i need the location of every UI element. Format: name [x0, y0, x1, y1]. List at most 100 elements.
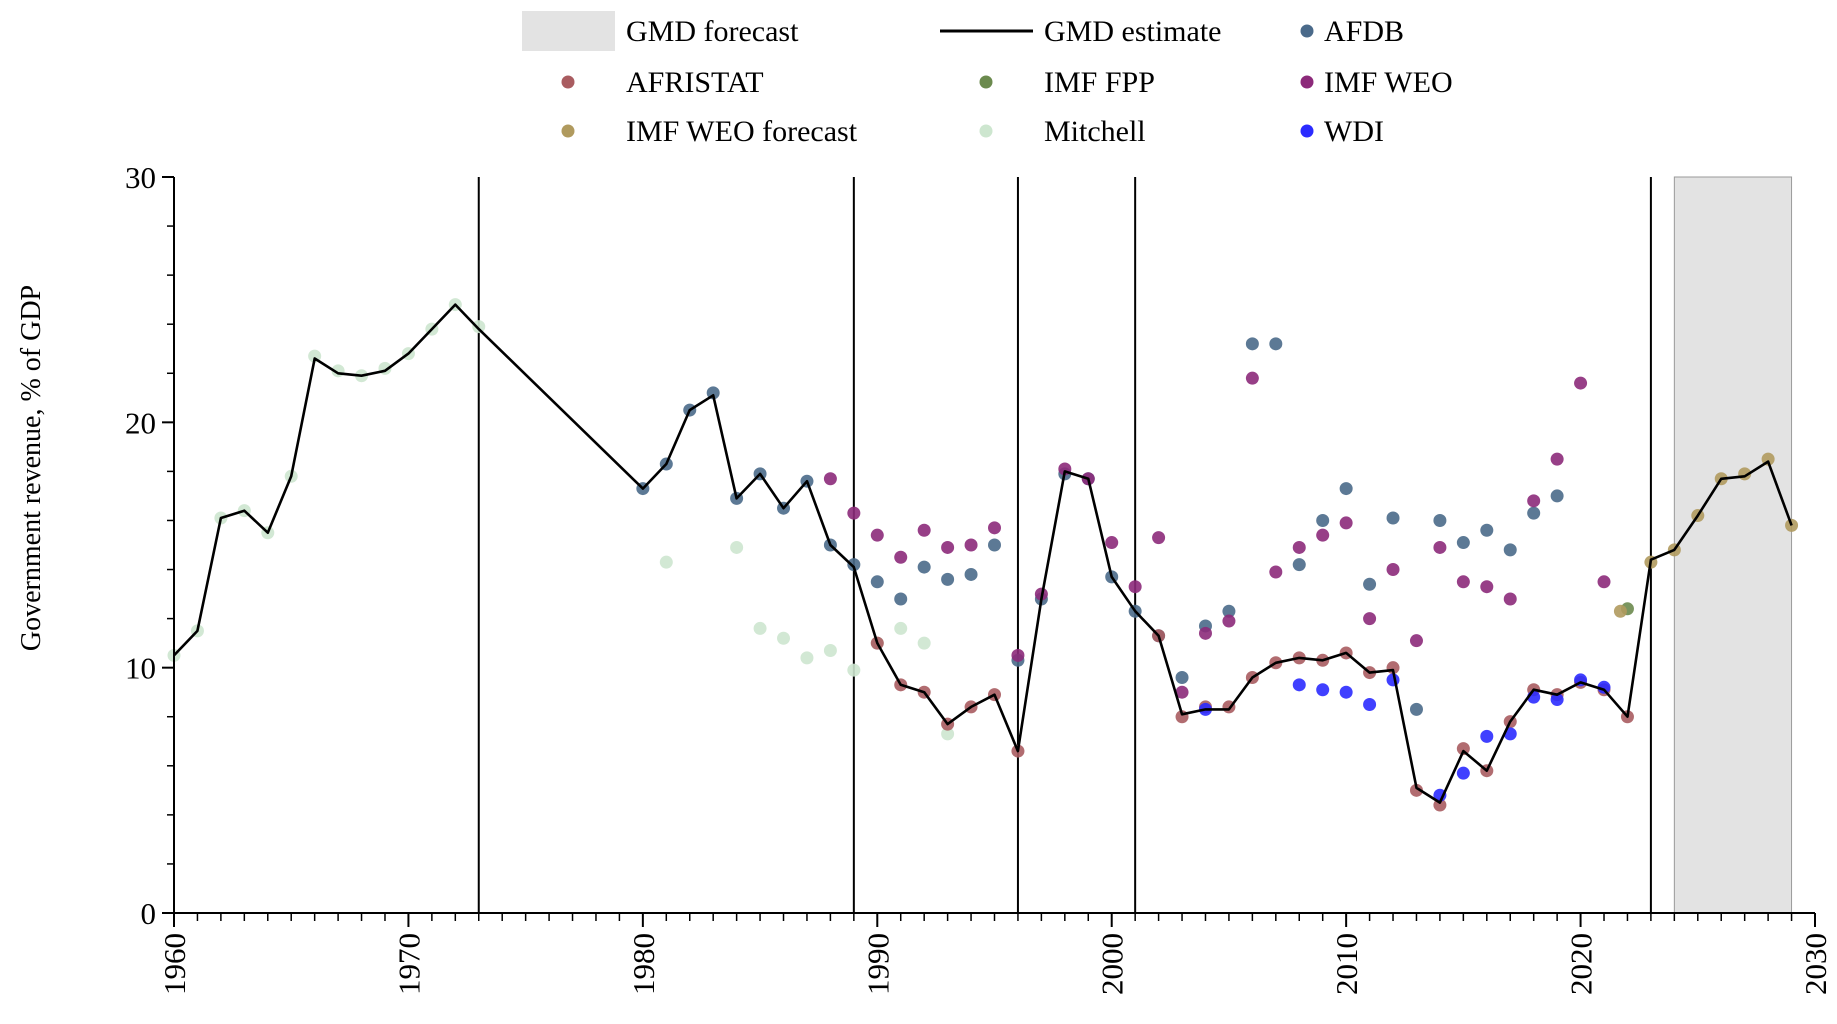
legend-label-estimate: GMD estimate [1044, 15, 1221, 48]
y-tick-label: 0 [141, 896, 157, 931]
afdb-point [941, 572, 955, 586]
afdb-point [917, 560, 931, 574]
imf-weo-point [1222, 614, 1236, 628]
mitchell-point [917, 636, 931, 650]
y-tick-label: 30 [125, 160, 156, 195]
afdb-point [1550, 489, 1564, 503]
legend-label-forecast-band: GMD forecast [626, 15, 799, 48]
imf-weo-point [1456, 575, 1470, 589]
mitchell-point [753, 621, 767, 635]
imf-weo-point [988, 521, 1001, 535]
x-tick-label: 1980 [626, 933, 661, 995]
legend-label-imf-weo: IMF WEO [1324, 66, 1453, 99]
afdb-point [1339, 482, 1353, 496]
imf-weo-point [1550, 452, 1564, 466]
imf-weo-point [1292, 540, 1306, 554]
points-layer [167, 298, 1799, 812]
legend-swatch-afristat [561, 75, 575, 89]
wdi-point [1456, 766, 1470, 780]
wdi-point [1480, 729, 1494, 743]
mitchell-point [777, 631, 791, 645]
legend-swatch-imf-weo [1300, 75, 1314, 89]
afdb-point [1503, 543, 1517, 557]
imf-weo-point [1245, 371, 1259, 385]
afdb-point [1175, 670, 1189, 684]
estimate-line-layer [173, 303, 1793, 804]
wdi-point [1363, 697, 1377, 711]
mitchell-point [894, 621, 908, 635]
gmd-estimate-line [173, 303, 1793, 804]
y-axis-label: Government revenue, % of GDP [16, 285, 47, 651]
afdb-point [964, 567, 978, 581]
afristat-point [1409, 783, 1423, 797]
afristat-point [1456, 742, 1470, 756]
x-tick-label: 1960 [157, 933, 192, 995]
forecast-band-layer [1673, 176, 1793, 914]
afdb-point [1292, 558, 1306, 572]
imf-weo-point [1152, 531, 1166, 545]
mitchell-point [730, 540, 744, 554]
afdb-point [988, 538, 1001, 552]
afdb-point [1433, 513, 1447, 527]
imf-weo-point [1339, 516, 1353, 530]
imf-weo-point [964, 538, 978, 552]
wdi-point [1292, 678, 1306, 692]
imf-weo-point [1316, 528, 1330, 542]
imf-weo-point [1128, 580, 1142, 594]
afdb-point [1527, 506, 1541, 520]
imf-weo-point [894, 550, 908, 564]
legend-swatch-imf-weo-forecast [561, 124, 575, 138]
x-tick-label: 1990 [860, 933, 895, 995]
afdb-point [894, 592, 908, 606]
afdb-point [1386, 511, 1400, 525]
legend-swatch-mitchell [979, 124, 993, 138]
legend-label-mitchell: Mitchell [1044, 115, 1146, 148]
imf-weo-point [870, 528, 884, 542]
forecast-band [1673, 176, 1793, 914]
legend: GMD forecast GMD estimate AFDB AFRISTAT IMF … [522, 11, 1453, 148]
wdi-point [1550, 693, 1564, 707]
afdb-point [1269, 337, 1283, 351]
imf-weo-point [1105, 536, 1119, 550]
imf-weo-point [1011, 648, 1025, 662]
mitchell-point [941, 727, 955, 741]
mitchell-point [472, 320, 486, 334]
imf-weo-point [1433, 540, 1447, 554]
imf-weo-point [1363, 612, 1377, 626]
afdb-point [870, 575, 884, 589]
afdb-point [1363, 577, 1377, 591]
imf-weo-point [1597, 575, 1611, 589]
imf-weo-point [1269, 565, 1283, 579]
afdb-point [1409, 702, 1423, 716]
imf-weo-point [941, 540, 955, 554]
mitchell-point [659, 555, 673, 569]
legend-swatch-wdi [1300, 124, 1314, 138]
y-tick-label: 20 [125, 405, 156, 440]
legend-label-afdb: AFDB [1324, 15, 1404, 48]
wdi-point [1316, 683, 1330, 697]
mitchell-point [847, 663, 861, 677]
x-tick-label: 2010 [1329, 933, 1364, 995]
imf-weo-point [1480, 580, 1494, 594]
imf-weo-point [1527, 494, 1541, 508]
imf-weo-point [1503, 592, 1517, 606]
afdb-point [847, 558, 861, 572]
imf-weo-point [847, 506, 861, 520]
x-tick-label: 2020 [1564, 933, 1599, 995]
afdb-point [1480, 523, 1494, 537]
legend-label-imf-weo-forecast: IMF WEO forecast [626, 115, 858, 148]
wdi-point [1339, 685, 1353, 699]
mitchell-point [800, 651, 814, 665]
imf-weo-point [1175, 685, 1189, 699]
legend-label-afristat: AFRISTAT [626, 66, 764, 99]
afdb-point [1456, 536, 1470, 550]
afdb-point [1245, 337, 1259, 351]
imf-weo-forecast-point [1613, 604, 1627, 618]
plot-area [167, 176, 1799, 914]
imf-weo-point [823, 472, 837, 486]
imf-weo-point [1198, 626, 1212, 640]
y-tick-label: 10 [125, 651, 156, 686]
legend-swatch-forecast-band [522, 11, 615, 51]
